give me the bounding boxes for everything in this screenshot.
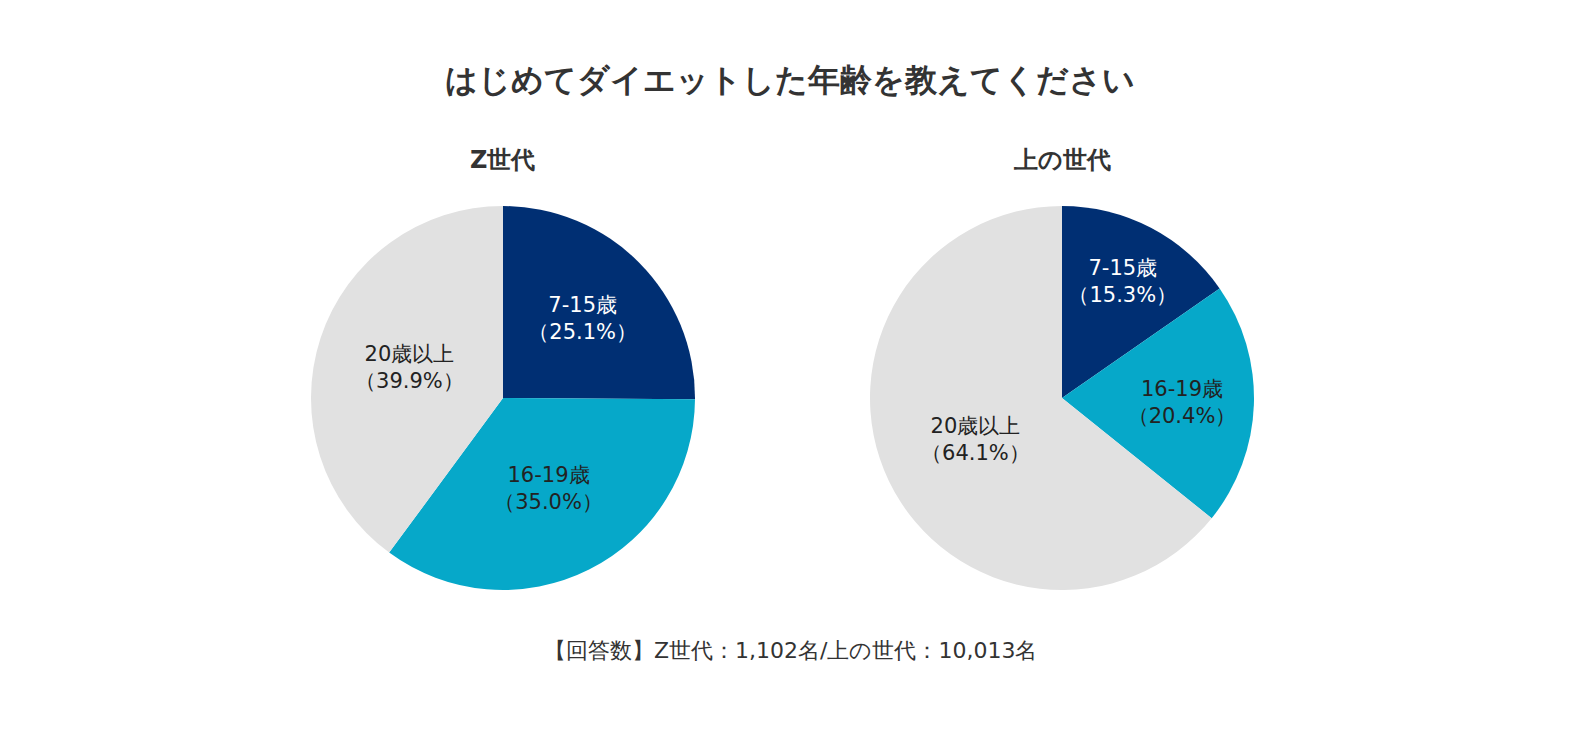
svg-text:16-19歳（35.0%）: 16-19歳（35.0%） [494, 463, 603, 514]
svg-text:【回答数】Z世代：1,102名/上の世代：10,013名: 【回答数】Z世代：1,102名/上の世代：10,013名 [544, 638, 1037, 663]
svg-text:20歳以上（39.9%）: 20歳以上（39.9%） [355, 342, 464, 393]
svg-text:7-15歳（15.3%）: 7-15歳（15.3%） [1068, 256, 1177, 307]
svg-text:16-19歳（20.4%）: 16-19歳（20.4%） [1128, 377, 1237, 428]
svg-text:7-15歳（25.1%）: 7-15歳（25.1%） [528, 293, 637, 344]
svg-text:はじめてダイエットした年齢を教えてください: はじめてダイエットした年齢を教えてください [445, 61, 1135, 99]
svg-text:20歳以上（64.1%）: 20歳以上（64.1%） [921, 414, 1030, 465]
svg-text:上の世代: 上の世代 [1013, 146, 1111, 174]
svg-text:Z世代: Z世代 [470, 146, 535, 174]
